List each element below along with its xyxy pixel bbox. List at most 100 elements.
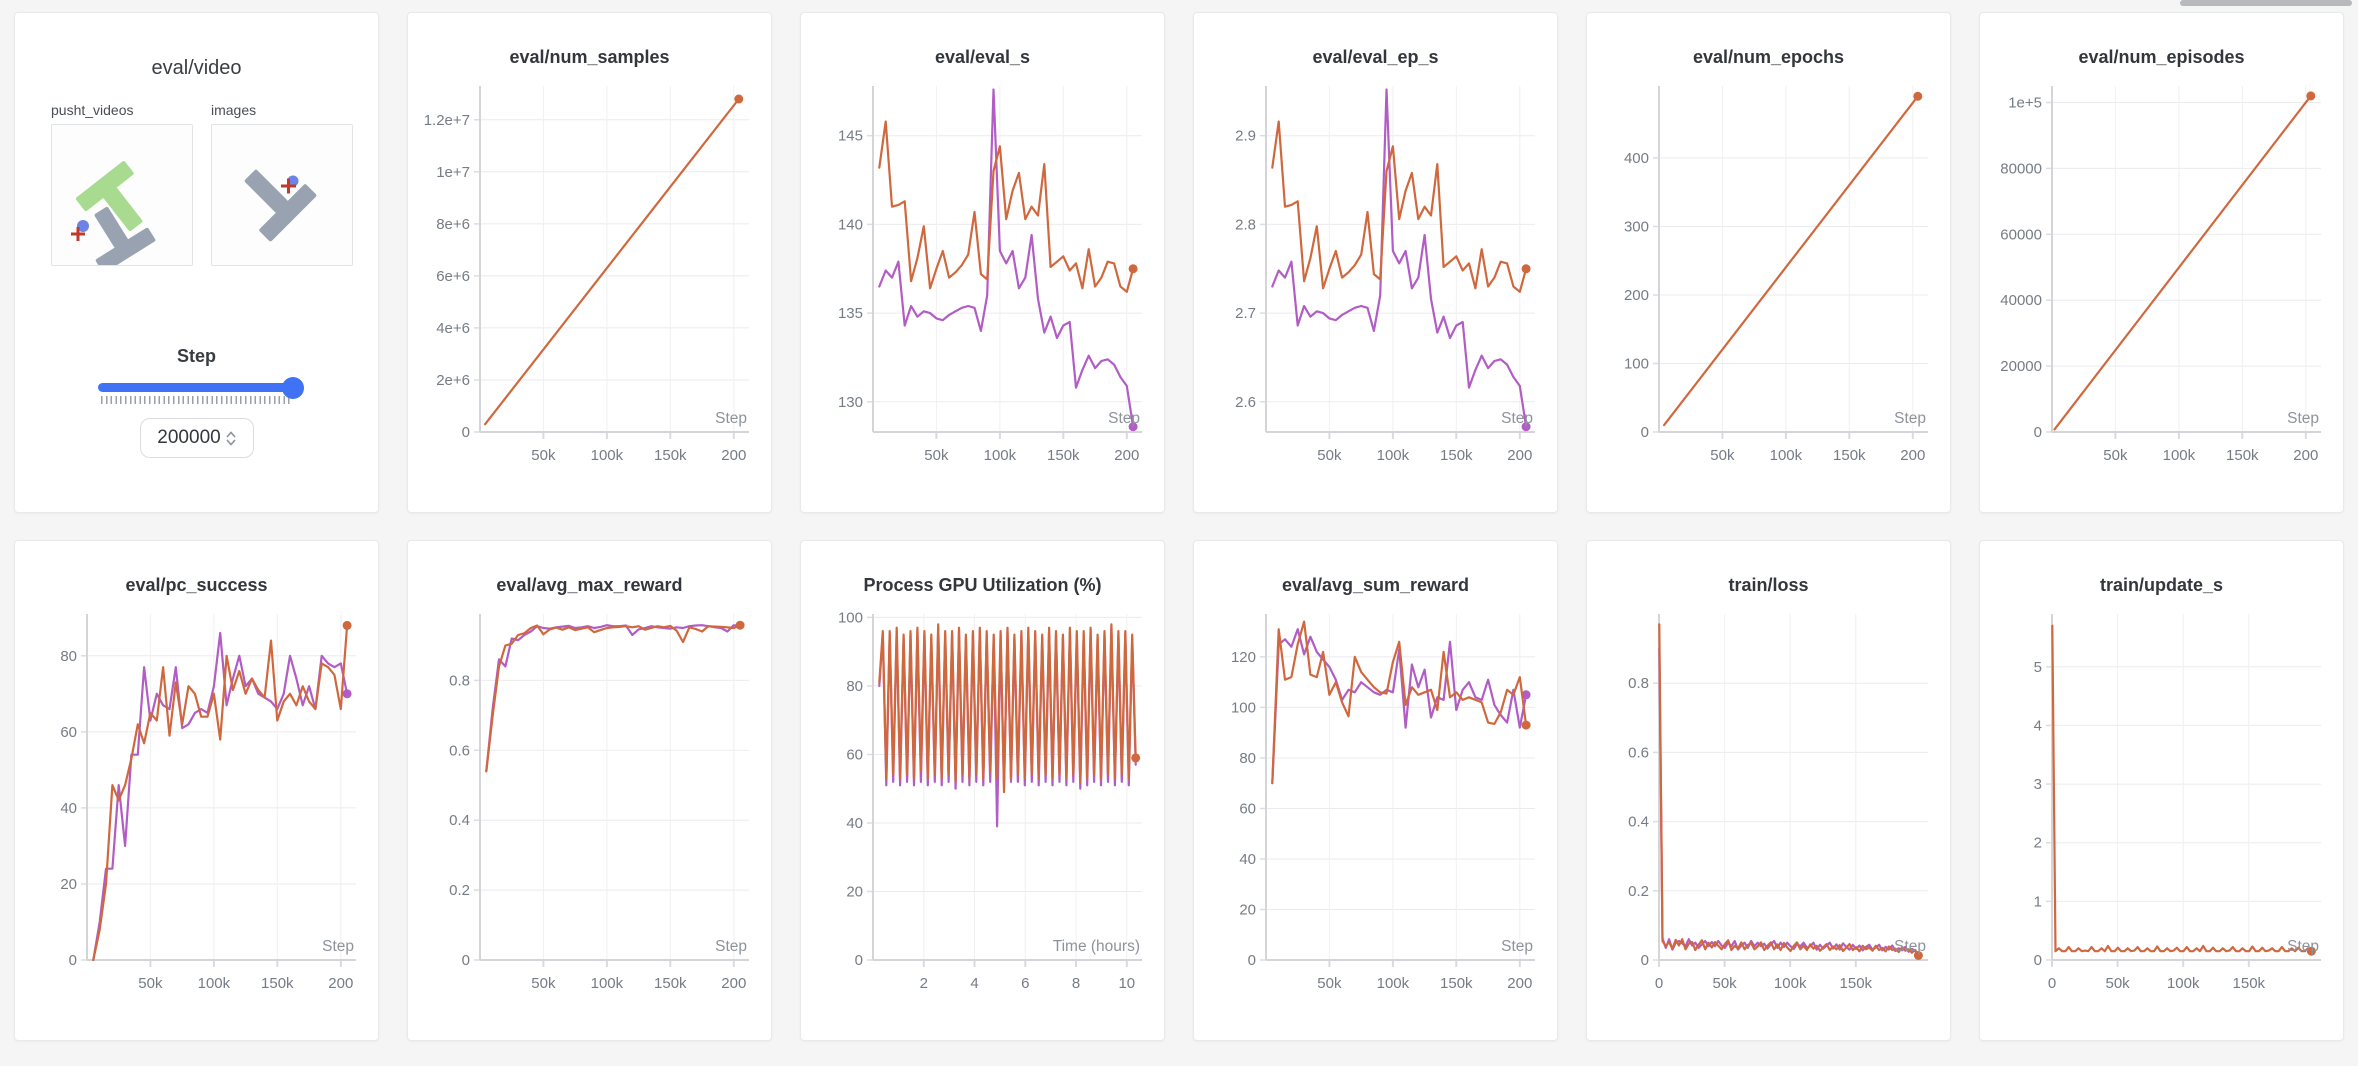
svg-text:3: 3: [2033, 776, 2041, 793]
chart-title: eval/avg_sum_reward: [1281, 575, 1470, 595]
chart-panel-num-samples[interactable]: eval/num_samples 0 2e+6 4e+6 6e+6 8e+6 1e+7 1.…: [407, 12, 772, 513]
svg-text:2e+6: 2e+6: [436, 372, 470, 389]
svg-text:0.4: 0.4: [1628, 814, 1649, 831]
svg-text:Step: Step: [715, 938, 747, 955]
svg-text:Step: Step: [715, 410, 747, 427]
svg-text:20: 20: [1239, 902, 1256, 919]
line-chart[interactable]: 0 0.2 0.4 0.6 0.8 50k 100k 150k 200 Step: [418, 606, 762, 1010]
chevron-down-icon[interactable]: [226, 438, 236, 446]
svg-text:150k: 150k: [654, 975, 687, 992]
chart-panel-eval-s[interactable]: eval/eval_s 130 135 140 145 50k 100k 150k 200 St…: [800, 12, 1165, 513]
svg-text:2.8: 2.8: [1235, 216, 1256, 233]
svg-text:4: 4: [970, 975, 978, 992]
svg-text:50k: 50k: [531, 975, 556, 992]
step-slider[interactable]: [97, 376, 304, 399]
chart-title: eval/num_episodes: [2078, 47, 2245, 67]
line-chart[interactable]: 0 1 2 3 4 5 0 50k 100k 150k Step: [1990, 606, 2334, 1010]
svg-text:150k: 150k: [2226, 447, 2259, 464]
chart-title: eval/num_epochs: [1692, 47, 1845, 67]
chart-panel-avg-max-reward[interactable]: eval/avg_max_reward 0 0.2 0.4 0.6 0.8 50k 100k…: [407, 540, 772, 1041]
line-chart[interactable]: 0 20 40 60 80 50k 100k 150k 200 Step: [25, 606, 369, 1010]
stepper-arrows[interactable]: [226, 430, 236, 446]
chart-title: train/update_s: [2099, 575, 2224, 595]
svg-text:145: 145: [837, 128, 862, 145]
svg-text:100k: 100k: [2166, 975, 2199, 992]
line-chart[interactable]: 0 20000 40000 60000 80000 1e+5 50k 100k 150k 200 S…: [1990, 78, 2334, 482]
svg-text:200: 200: [1623, 287, 1648, 304]
scrollbar[interactable]: [2180, 0, 2352, 6]
slider-knob[interactable]: [281, 376, 304, 399]
svg-text:100k: 100k: [1376, 447, 1409, 464]
svg-text:Step: Step: [1894, 410, 1926, 427]
svg-text:2.6: 2.6: [1235, 394, 1256, 411]
line-chart[interactable]: 2.6 2.7 2.8 2.9 50k 100k 150k 200 Step: [1204, 78, 1548, 482]
step-input[interactable]: 200000: [139, 418, 254, 458]
chart-panel-train-loss[interactable]: train/loss 0 0.2 0.4 0.6 0.8 0 50k 100k 150k Step: [1586, 540, 1951, 1041]
line-chart[interactable]: 0 0.2 0.4 0.6 0.8 0 50k 100k 150k Step: [1597, 606, 1941, 1010]
svg-text:2.7: 2.7: [1235, 305, 1256, 322]
chart-panel-train-update-s[interactable]: train/update_s 0 1 2 3 4 5 0 50k 100k 150k Step: [1979, 540, 2344, 1041]
pusht-video-thumbnail[interactable]: [51, 124, 193, 273]
chart-title: Process GPU Utilization (%): [863, 575, 1102, 595]
media-cell-pusht-videos: pusht_videos: [51, 102, 193, 273]
step-value: 200000: [157, 427, 221, 448]
media-panel-eval-video[interactable]: eval/video pusht_videos: [14, 12, 379, 513]
svg-text:100: 100: [837, 609, 862, 626]
chart-panel-pc-success[interactable]: eval/pc_success 0 20 40 60 80 50k 100k 150k 200 S…: [14, 540, 379, 1041]
svg-text:100k: 100k: [1376, 975, 1409, 992]
svg-text:100k: 100k: [590, 447, 623, 464]
svg-text:40: 40: [1239, 851, 1256, 868]
chevron-up-icon[interactable]: [226, 430, 236, 438]
svg-text:150k: 150k: [1440, 975, 1473, 992]
line-chart[interactable]: 0 100 200 300 400 50k 100k 150k 200 Step: [1597, 78, 1941, 482]
svg-text:Step: Step: [1501, 410, 1533, 427]
svg-text:0.2: 0.2: [1628, 883, 1649, 900]
pusht-scene-image: [71, 161, 156, 273]
step-control: Step 200000: [15, 346, 378, 458]
svg-text:80000: 80000: [2000, 160, 2042, 177]
chart-panel-num-epochs[interactable]: eval/num_epochs 0 100 200 300 400 50k 100k 150k…: [1586, 12, 1951, 513]
svg-text:100k: 100k: [1769, 447, 1802, 464]
line-chart[interactable]: 0 2e+6 4e+6 6e+6 8e+6 1e+7 1.2e+7 50k 100k 150k 20…: [418, 78, 762, 482]
chart-panel-eval-ep-s[interactable]: eval/eval_ep_s 2.6 2.7 2.8 2.9 50k 100k 150k 20…: [1193, 12, 1558, 513]
svg-text:6e+6: 6e+6: [436, 268, 470, 285]
chart-panel-gpu-utilization[interactable]: Process GPU Utilization (%) 0 20 40 60 80 100…: [800, 540, 1165, 1041]
chart-panel-avg-sum-reward[interactable]: eval/avg_sum_reward 0 20 40 60 80 100 120 50k 10…: [1193, 540, 1558, 1041]
media-key-label: images: [211, 102, 257, 118]
svg-text:200: 200: [721, 975, 746, 992]
media-row: pusht_videos: [15, 102, 378, 273]
svg-text:0.6: 0.6: [1628, 744, 1649, 761]
svg-text:200: 200: [1900, 447, 1925, 464]
svg-text:200: 200: [328, 975, 353, 992]
svg-text:150k: 150k: [654, 447, 687, 464]
svg-text:Step: Step: [1108, 410, 1140, 427]
svg-text:80: 80: [60, 648, 77, 665]
svg-text:20: 20: [60, 876, 77, 893]
svg-text:40000: 40000: [2000, 292, 2042, 309]
svg-text:0: 0: [2033, 952, 2041, 969]
svg-text:2.9: 2.9: [1235, 128, 1256, 145]
svg-text:8: 8: [1071, 975, 1079, 992]
line-chart[interactable]: 0 20 40 60 80 100 2 4 6 8 10 Time (hours): [811, 606, 1155, 1010]
svg-text:140: 140: [837, 216, 862, 233]
svg-text:1e+7: 1e+7: [436, 164, 470, 181]
svg-text:50k: 50k: [1710, 447, 1735, 464]
svg-text:100k: 100k: [1773, 975, 1806, 992]
svg-text:50k: 50k: [1712, 975, 1737, 992]
svg-text:2: 2: [919, 975, 927, 992]
svg-text:6: 6: [1021, 975, 1029, 992]
chart-panel-num-episodes[interactable]: eval/num_episodes 0 20000 40000 60000 80000 1…: [1979, 12, 2344, 513]
svg-text:150k: 150k: [1440, 447, 1473, 464]
svg-text:0: 0: [854, 952, 862, 969]
line-chart[interactable]: 130 135 140 145 50k 100k 150k 200 Step: [811, 78, 1155, 482]
svg-text:200: 200: [1507, 447, 1532, 464]
slider-ruler: [100, 396, 293, 404]
svg-text:135: 135: [837, 305, 862, 322]
line-chart[interactable]: 0 20 40 60 80 100 120 50k 100k 150k 200 Step: [1204, 606, 1548, 1010]
svg-text:150k: 150k: [261, 975, 294, 992]
svg-text:200: 200: [1507, 975, 1532, 992]
svg-text:50k: 50k: [924, 447, 949, 464]
images-thumbnail[interactable]: [211, 124, 353, 266]
svg-text:200: 200: [2293, 447, 2318, 464]
svg-text:0: 0: [1247, 952, 1255, 969]
